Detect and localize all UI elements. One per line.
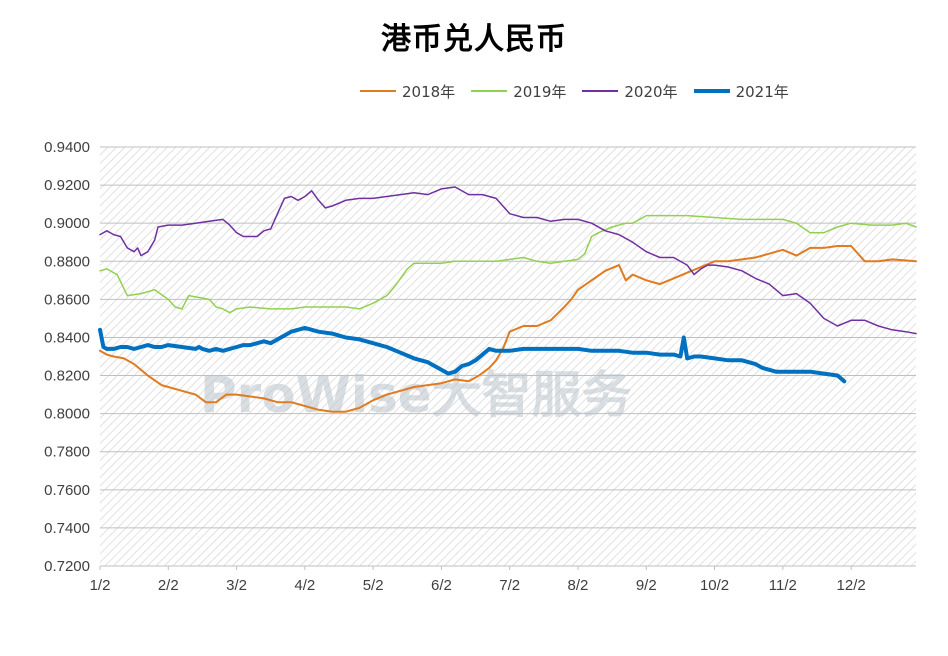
x-tick-label: 4/2 <box>294 577 315 594</box>
legend-item-2020: 2020年 <box>582 81 678 102</box>
legend-swatch-2021 <box>693 89 730 93</box>
series-line-2019年 <box>99 214 917 314</box>
y-tick-label: 0.8200 <box>44 368 90 385</box>
y-tick-label: 0.7400 <box>44 520 90 537</box>
x-tick-label: 12/2 <box>837 577 866 594</box>
y-tick-label: 0.8800 <box>44 253 90 270</box>
x-tick-label: 9/2 <box>636 577 657 594</box>
watermark: ProWise大智服务 <box>200 366 632 424</box>
legend-item-2019: 2019年 <box>471 81 566 102</box>
legend-swatch-2019 <box>471 90 508 92</box>
x-tick-label: 6/2 <box>431 577 452 594</box>
legend-item-2018: 2018年 <box>360 81 455 102</box>
legend-label-2020: 2020年 <box>624 82 678 101</box>
legend-swatch-2018 <box>360 90 396 92</box>
y-tick-label: 0.9000 <box>44 215 90 232</box>
y-tick-label: 0.9200 <box>44 177 90 194</box>
y-tick-label: 0.8400 <box>44 329 90 346</box>
series-line-2018年 <box>99 245 917 413</box>
chart-legend: 2018年 2019年 2020年 2021年 <box>360 80 805 102</box>
y-tick-label: 0.8600 <box>44 291 90 308</box>
axes: 0.9400 0.9200 0.9000 0.8800 0.8600 0.8400 0.82… <box>44 139 916 594</box>
y-tick-label: 0.9400 <box>44 139 90 156</box>
y-tick-label: 0.7800 <box>44 444 90 461</box>
legend-item-2021: 2021年 <box>693 81 789 102</box>
chart-title: 港币兑人民币 <box>381 22 567 57</box>
y-tick-label: 0.8000 <box>44 406 90 423</box>
series-lines <box>98 186 917 413</box>
legend-label-2019: 2019年 <box>513 82 567 101</box>
x-tick-label: 1/2 <box>90 577 111 594</box>
legend-label-2018: 2018年 <box>402 82 456 101</box>
y-tick-label: 0.7600 <box>44 482 90 499</box>
series-line-2021年 <box>98 325 847 384</box>
series-line-2020年 <box>99 186 917 335</box>
legend-swatch-2020 <box>582 90 619 92</box>
x-tick-label: 10/2 <box>700 577 729 594</box>
legend-label-2021: 2021年 <box>735 82 789 101</box>
plot-area <box>100 147 916 566</box>
x-tick-label: 11/2 <box>769 577 797 594</box>
x-tick-label: 3/2 <box>226 577 247 594</box>
y-tick-label: 0.7200 <box>44 558 90 575</box>
x-tick-label: 2/2 <box>158 577 179 594</box>
x-tick-label: 7/2 <box>499 577 520 594</box>
x-tick-label: 8/2 <box>568 577 589 594</box>
x-tick-label: 5/2 <box>363 577 384 594</box>
